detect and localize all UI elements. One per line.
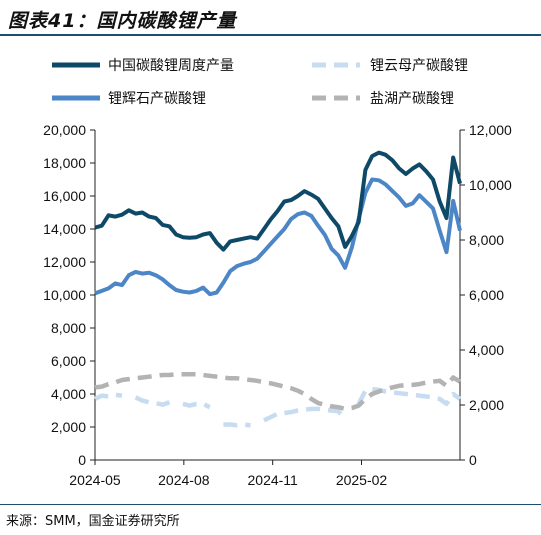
right-tick-label: 8,000 <box>469 232 504 248</box>
series-line-spodumene <box>94 177 462 297</box>
legend: 中国碳酸锂周度产量 锂云母产碳酸锂 锂辉石产碳酸锂 盐湖产碳酸锂 <box>52 58 468 107</box>
x-tick-label: 2024-05 <box>69 472 121 488</box>
series-line-lepidolite <box>94 386 462 428</box>
right-axis-ticks: 0 2,000 4,000 6,000 8,000 10,000 12,000 <box>460 122 512 468</box>
series-line-total <box>94 150 462 252</box>
legend-label-brine: 盐湖产碳酸锂 <box>370 91 454 107</box>
left-tick-label: 8,000 <box>51 320 86 336</box>
right-tick-label: 10,000 <box>469 177 512 193</box>
right-tick-label: 6,000 <box>469 287 504 303</box>
x-tick-label: 2025-02 <box>336 472 388 488</box>
left-tick-label: 0 <box>78 452 86 468</box>
left-tick-label: 18,000 <box>43 155 86 171</box>
left-tick-label: 12,000 <box>43 254 86 270</box>
left-tick-label: 16,000 <box>43 188 86 204</box>
right-tick-label: 2,000 <box>469 397 504 413</box>
series-layer <box>94 150 462 428</box>
left-tick-label: 14,000 <box>43 221 86 237</box>
left-tick-label: 20,000 <box>43 122 86 138</box>
legend-label-total: 中国碳酸锂周度产量 <box>108 58 234 74</box>
x-tick-label: 2024-11 <box>248 472 299 488</box>
left-tick-label: 10,000 <box>43 287 86 303</box>
series-line-brine <box>94 371 462 412</box>
chart: 中国碳酸锂周度产量 锂云母产碳酸锂 锂辉石产碳酸锂 盐湖产碳酸锂 0 2,000 4… <box>43 58 512 488</box>
right-tick-label: 0 <box>469 452 477 468</box>
source-divider <box>0 504 541 505</box>
right-tick-label: 12,000 <box>469 122 512 138</box>
x-tick-label: 2024-08 <box>158 472 210 488</box>
left-axis-ticks: 0 2,000 4,000 6,000 8,000 10,000 12,000 14,000 1… <box>43 122 95 468</box>
chart-title: 图表41：国内碳酸锂产量 <box>8 10 237 32</box>
left-tick-label: 2,000 <box>51 419 86 435</box>
left-tick-label: 4,000 <box>51 386 86 402</box>
legend-label-lepidolite: 锂云母产碳酸锂 <box>370 58 468 74</box>
right-tick-label: 4,000 <box>469 342 504 358</box>
x-axis-ticks: 2024-05 2024-08 2024-11 2025-02 <box>69 460 387 488</box>
source-note: 来源：SMM，国金证券研究所 <box>6 514 180 529</box>
left-tick-label: 6,000 <box>51 353 86 369</box>
legend-label-spodumene: 锂辉石产碳酸锂 <box>108 91 206 107</box>
title-divider <box>0 34 541 36</box>
